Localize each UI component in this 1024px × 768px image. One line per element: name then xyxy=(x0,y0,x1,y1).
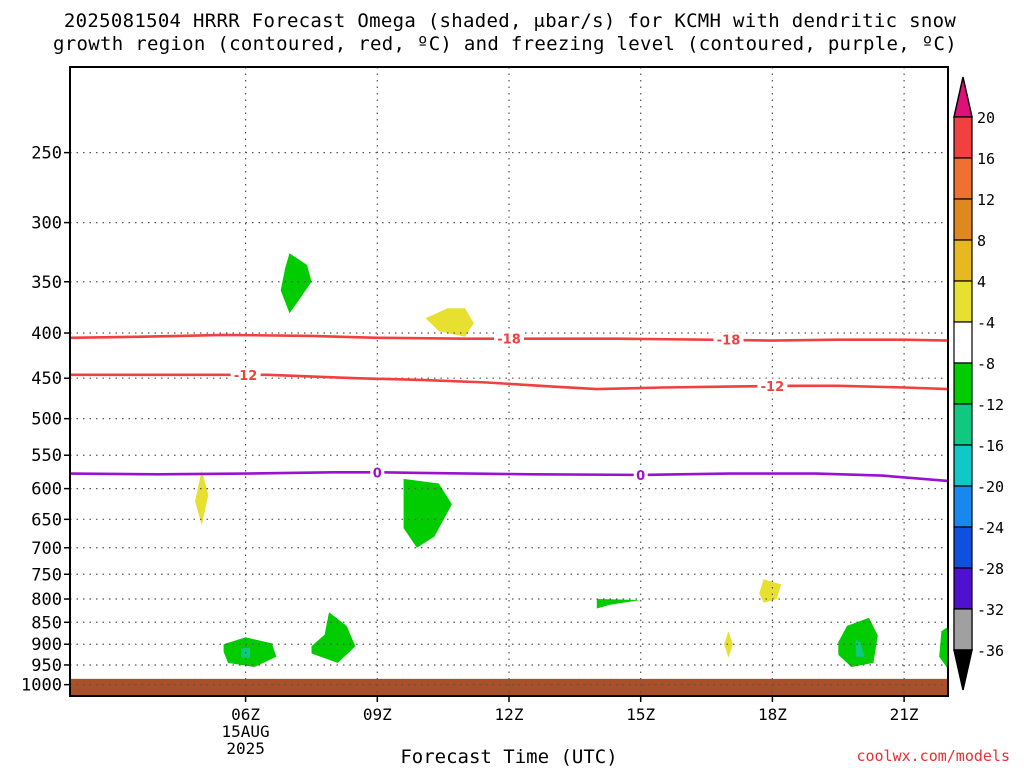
temperature-contours: -18 -18 -12 -12 0 0 xyxy=(69,331,949,484)
credit-text: coolwx.com/models xyxy=(856,747,1010,765)
y-tick-label: 350 xyxy=(31,273,62,293)
x-tick-year: 2025 xyxy=(226,739,265,758)
plot-frame xyxy=(69,66,949,697)
omega-region-3 xyxy=(403,478,452,548)
chart-title-line-1: 2025081504 HRRR Forecast Omega (shaded, … xyxy=(63,10,957,32)
contour--12-line xyxy=(70,373,949,391)
colorbar-swatch-6 xyxy=(953,362,973,405)
y-tick-label: 300 xyxy=(31,214,62,234)
y-tick-label: 400 xyxy=(31,324,62,344)
colorbar-swatch-9 xyxy=(953,485,973,528)
omega-region-0 xyxy=(280,253,312,314)
omega-region-6 xyxy=(724,631,733,658)
colorbar-swatch-3 xyxy=(953,239,973,282)
y-tick-label: 600 xyxy=(31,480,62,500)
colorbar-label: 20 xyxy=(977,109,995,127)
colorbar-top-arrow xyxy=(953,76,973,118)
pressure-axis: 2503003504004505005506006507007508008509… xyxy=(21,144,70,696)
colorbar-swatch-8 xyxy=(953,444,973,487)
colorbar-label: 8 xyxy=(977,232,986,250)
x-tick-label: 21Z xyxy=(890,705,919,724)
contour-label--12: -12 xyxy=(761,380,785,395)
colorbar-label: -16 xyxy=(977,437,1004,455)
y-tick-label: 850 xyxy=(31,613,62,633)
y-tick-label: 500 xyxy=(31,410,62,430)
colorbar-swatch-10 xyxy=(953,526,973,569)
omega-region-2 xyxy=(195,470,209,526)
colorbar-label: -32 xyxy=(977,601,1004,619)
colorbar-bottom-arrow xyxy=(953,649,973,691)
y-tick-label: 250 xyxy=(31,144,62,164)
contour-label--12: -12 xyxy=(234,369,258,384)
contour-label-bg xyxy=(633,467,648,482)
contour-label-0: 0 xyxy=(373,466,382,481)
contour-label-bg xyxy=(713,332,744,347)
colorbar-swatch-11 xyxy=(953,567,973,610)
colorbar-label: -12 xyxy=(977,396,1004,414)
colorbar-swatch-4 xyxy=(953,280,973,323)
y-tick-label: 1000 xyxy=(21,676,62,696)
y-tick-label: 650 xyxy=(31,510,62,530)
colorbar-label: -8 xyxy=(977,355,995,373)
y-tick-label: 750 xyxy=(31,565,62,585)
colorbar-label: 12 xyxy=(977,191,995,209)
omega-region-12 xyxy=(939,626,948,669)
contour-label-bg xyxy=(494,331,524,346)
colorbar-swatch-1 xyxy=(953,157,973,200)
y-tick-label: 700 xyxy=(31,539,62,559)
omega-shading xyxy=(195,253,948,669)
colorbar-swatch-5 xyxy=(953,321,973,364)
colorbar-swatch-7 xyxy=(953,403,973,446)
x-tick-label: 06Z xyxy=(231,705,260,724)
colorbar-swatch-last xyxy=(953,608,973,651)
contour-0-line xyxy=(69,471,949,483)
contour-label-bg xyxy=(230,367,261,382)
x-tick-label: 12Z xyxy=(495,705,524,724)
y-tick-label: 450 xyxy=(31,369,62,389)
colorbar-swatch-2 xyxy=(953,198,973,241)
contour-label-0: 0 xyxy=(636,469,645,484)
x-tick-label: 15Z xyxy=(626,705,655,724)
x-tick-date: 15AUG xyxy=(222,722,270,741)
surface-ground xyxy=(70,678,948,696)
y-tick-label: 550 xyxy=(31,446,62,466)
omega-region-9 xyxy=(311,612,356,663)
x-axis-label: Forecast Time (UTC) xyxy=(400,746,617,768)
x-tick-label: 18Z xyxy=(758,705,787,724)
contour-label--18: -18 xyxy=(717,334,741,349)
colorbar-label: -28 xyxy=(977,560,1004,578)
colorbar-label: 4 xyxy=(977,273,986,291)
omega-region-4 xyxy=(596,599,641,609)
omega-region-1 xyxy=(425,308,474,337)
colorbar-label: -20 xyxy=(977,478,1004,496)
colorbar: 20 16 12 8 4 -4 -8 -12 -16 -20 -24 -28 -32 -36 xyxy=(953,76,1004,691)
y-tick-label: 900 xyxy=(31,635,62,655)
colorbar-label: -4 xyxy=(977,314,995,332)
y-tick-label: 950 xyxy=(31,656,62,676)
omega-region-5 xyxy=(759,579,782,603)
colorbar-label: 16 xyxy=(977,150,995,168)
grid-lines xyxy=(70,67,948,696)
colorbar-label: -24 xyxy=(977,519,1004,537)
contour-label-bg xyxy=(757,378,788,393)
contour-label--18: -18 xyxy=(497,333,521,348)
colorbar-label: -36 xyxy=(977,642,1004,660)
contour-label-bg xyxy=(370,465,385,480)
chart-title-line-2: growth region (contoured, red, ºC) and f… xyxy=(53,33,957,55)
y-tick-label: 800 xyxy=(31,590,62,610)
colorbar-swatch-0 xyxy=(953,116,973,159)
x-tick-label: 09Z xyxy=(363,705,392,724)
